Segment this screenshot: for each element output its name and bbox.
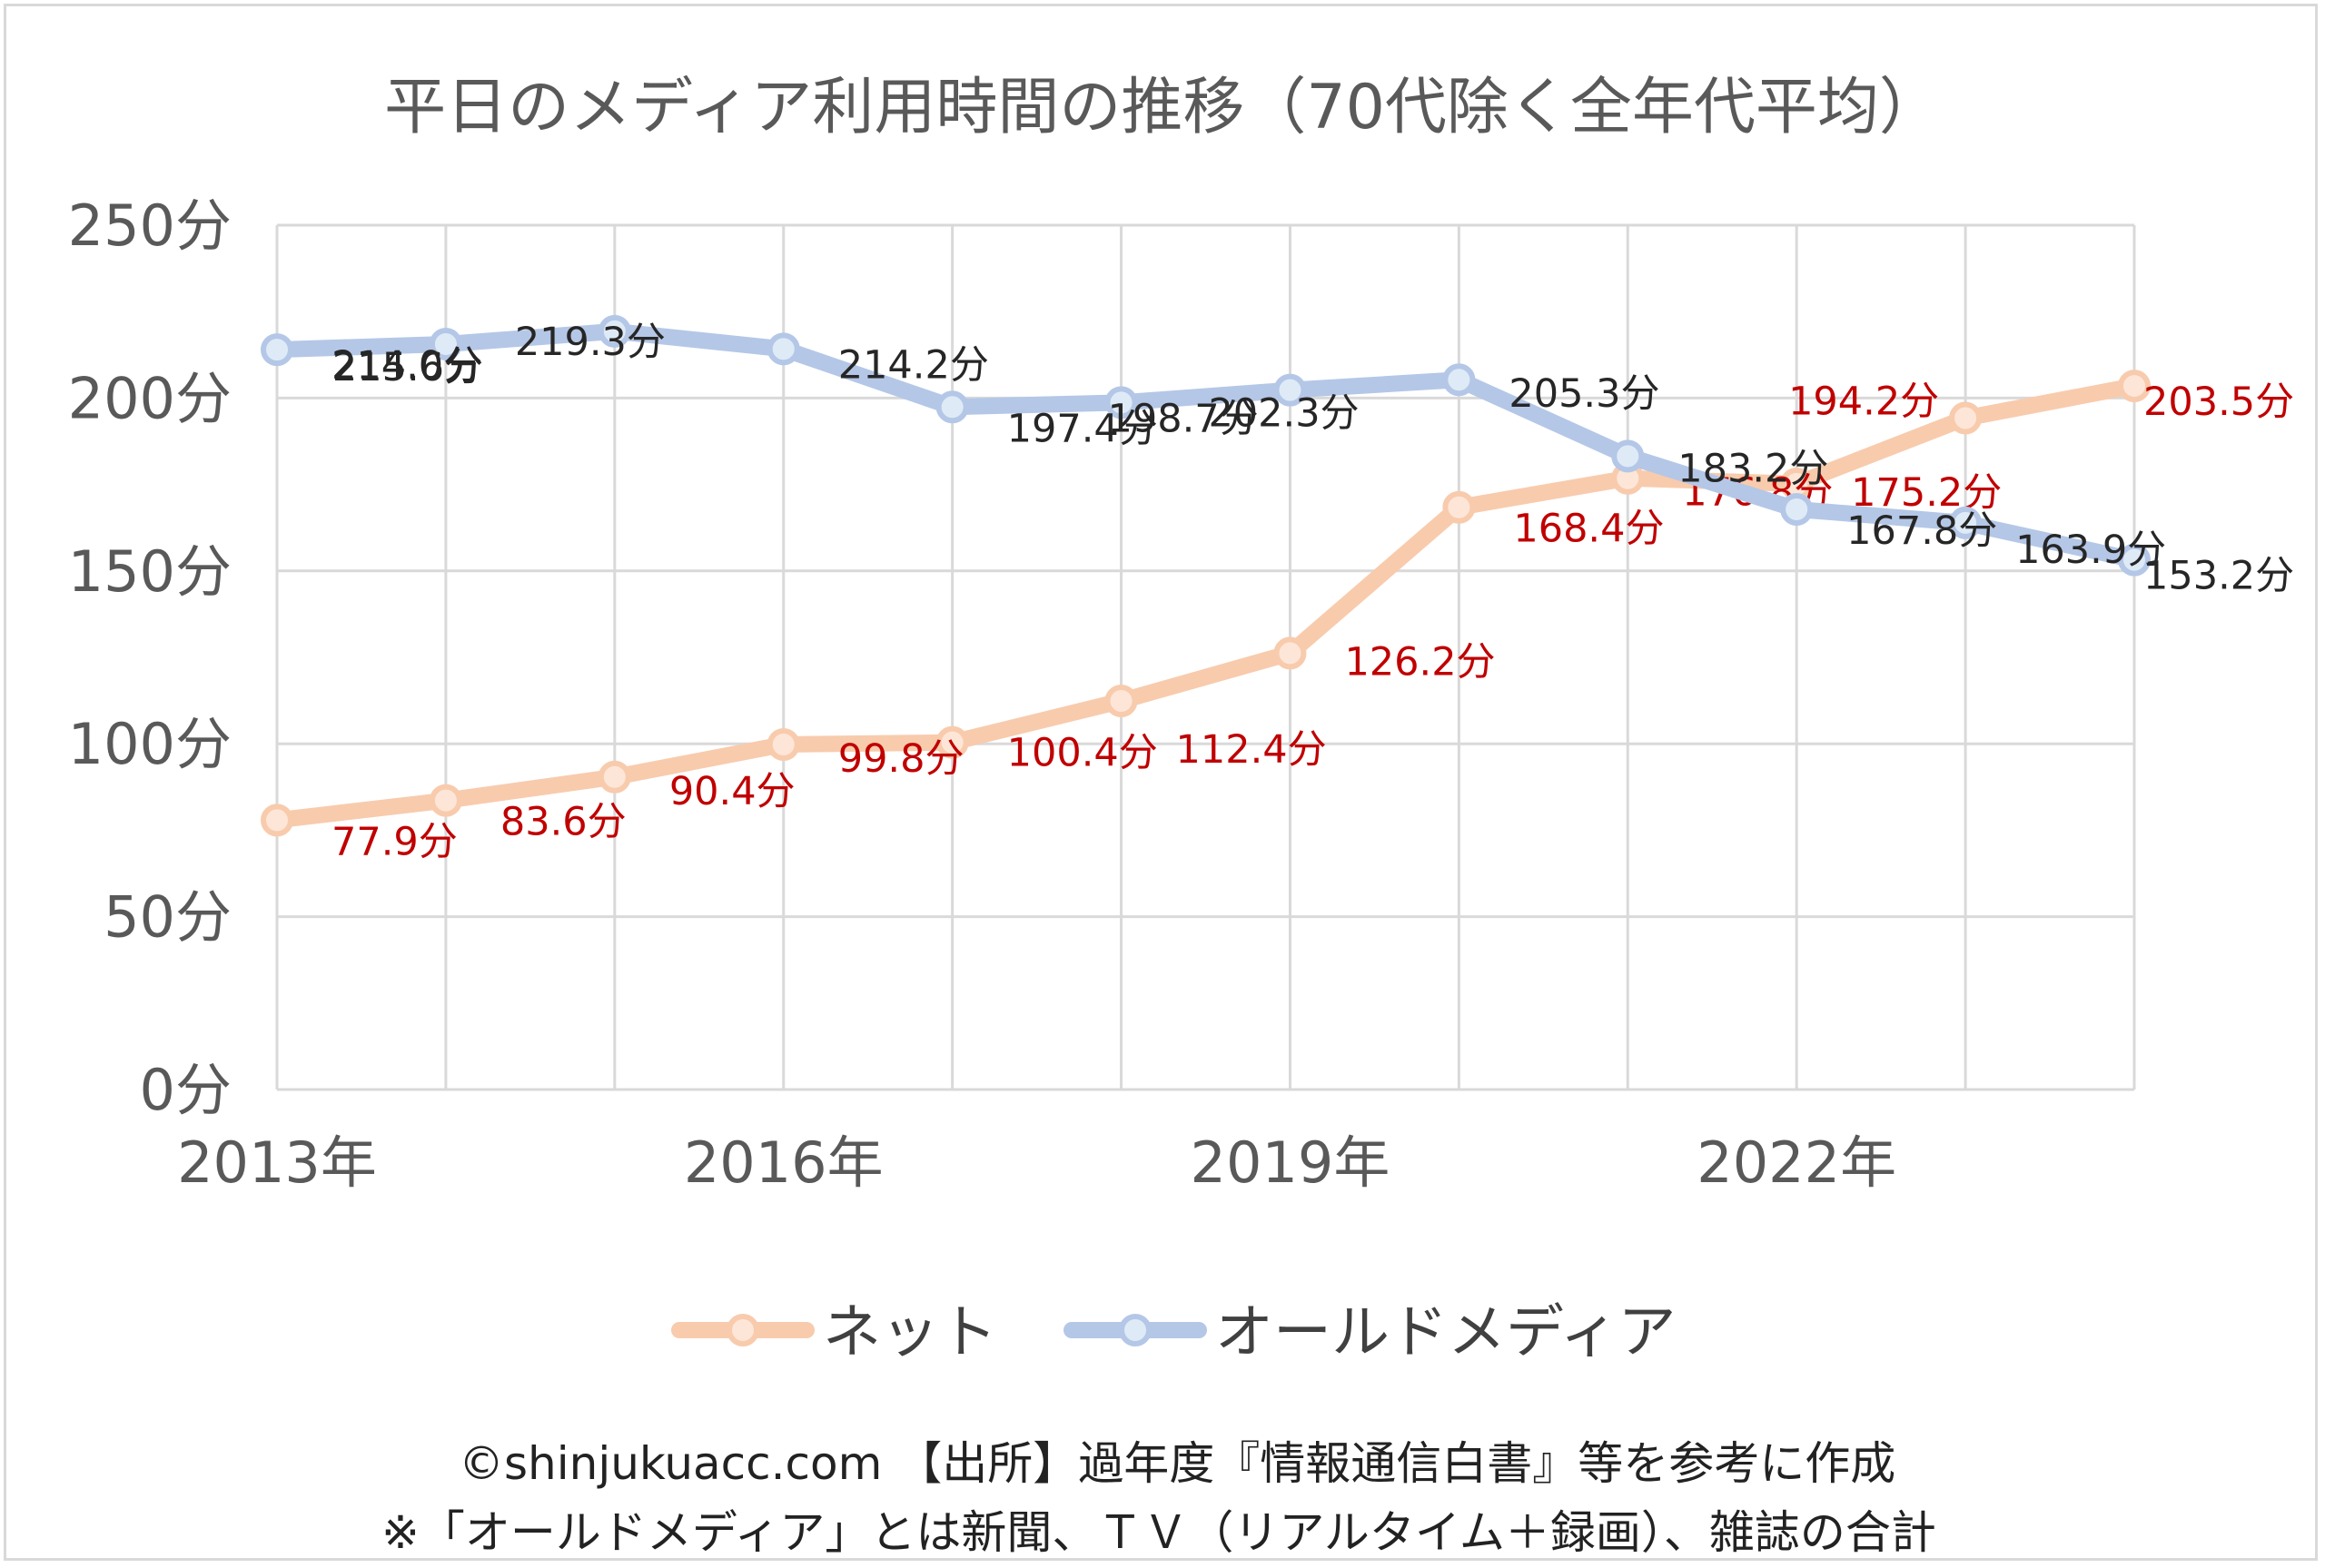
x-tick-label: 2016年	[684, 1129, 884, 1196]
x-tick-label: 2022年	[1697, 1129, 1896, 1196]
data-label: 205.3分	[1509, 371, 1659, 417]
data-point	[1949, 401, 1983, 435]
data-label: 214.2分	[838, 342, 989, 388]
data-label: 126.2分	[1344, 639, 1495, 685]
data-point	[1442, 490, 1476, 524]
data-label: 163.9分	[2015, 528, 2166, 573]
data-label: 219.3分	[515, 320, 666, 365]
data-point	[1104, 684, 1138, 717]
chart-title: 平日のメディア利用時間の推移（70代除く全年代平均）	[384, 72, 1941, 143]
data-point	[1949, 506, 1983, 539]
data-label: 112.4分	[1176, 727, 1327, 773]
data-label: 100.4分	[1007, 731, 1158, 776]
data-label: 194.2分	[1788, 379, 1939, 424]
data-label: 214.0分	[331, 343, 482, 389]
y-tick-label: 150分	[68, 538, 232, 605]
data-point	[767, 332, 800, 366]
data-point	[1273, 373, 1307, 407]
data-point	[1273, 636, 1307, 670]
footer-source: ©shinjukuacc.com 【出所】過年度『情報通信白書』等を参考に作成	[459, 1437, 1896, 1490]
data-point	[598, 314, 631, 348]
data-label: 83.6分	[500, 800, 627, 845]
x-tick-label: 2013年	[177, 1129, 377, 1196]
data-label: 99.8分	[838, 736, 965, 782]
data-label: 203.5分	[2143, 380, 2294, 425]
data-label: 215.6分	[332, 345, 483, 390]
data-point	[767, 727, 800, 761]
data-label: 77.9分	[331, 819, 458, 864]
data-label: 202.3分	[1208, 391, 1359, 437]
y-tick-label: 50分	[104, 884, 232, 951]
data-label: 183.2分	[1677, 446, 1828, 491]
data-point	[429, 784, 462, 817]
legend-marker	[727, 1314, 759, 1346]
data-point	[935, 390, 969, 424]
data-label: 168.4分	[1513, 507, 1664, 552]
data-label: 90.4分	[669, 769, 796, 814]
data-point	[2118, 543, 2151, 577]
data-point	[261, 333, 293, 367]
x-tick-label: 2019年	[1191, 1129, 1390, 1196]
data-point	[1780, 493, 1814, 527]
legend-marker	[1119, 1314, 1152, 1346]
y-tick-label: 0分	[140, 1057, 232, 1123]
data-point	[1104, 386, 1138, 419]
y-tick-label: 200分	[68, 365, 232, 431]
data-point	[1611, 439, 1645, 473]
data-point	[261, 804, 293, 837]
series-line-1	[269, 322, 2142, 568]
legend-label: オールドメディア	[1215, 1299, 1677, 1366]
legend-label: ネット	[823, 1299, 997, 1366]
chart-frame	[4, 4, 2318, 1561]
data-label: 197.4分	[1007, 406, 1158, 451]
y-tick-label: 250分	[68, 192, 232, 259]
data-point	[429, 327, 462, 360]
data-label: 153.2分	[2143, 554, 2294, 599]
data-point	[2118, 370, 2151, 403]
y-tick-label: 100分	[68, 711, 232, 777]
data-point	[935, 725, 969, 759]
series-line-0	[269, 378, 2142, 829]
data-point	[1442, 363, 1476, 397]
footer-note: ※「オールドメディア」とは新聞、ＴＶ（リアルタイム＋録画）、雑誌の合計	[381, 1506, 1936, 1559]
data-point	[598, 760, 631, 794]
data-label: 167.8分	[1846, 508, 1997, 554]
data-label: 198.7分	[1108, 396, 1259, 441]
